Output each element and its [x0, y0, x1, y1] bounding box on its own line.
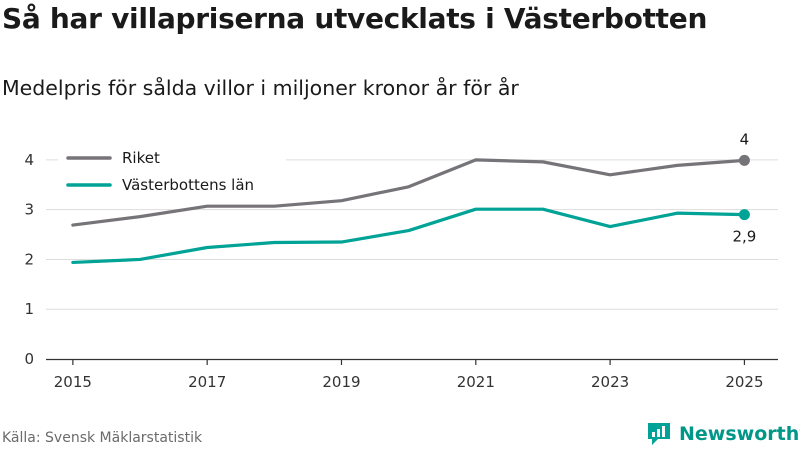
x-tick-label: 2017 [188, 373, 226, 391]
legend-background [58, 144, 286, 198]
x-tick-label: 2021 [457, 373, 495, 391]
y-tick-label: 1 [24, 300, 34, 318]
chart-title: Så har villapriserna utvecklats i Väster… [2, 2, 708, 35]
logo-text: Newsworthy [679, 423, 800, 445]
x-tick-label: 2023 [591, 373, 629, 391]
x-tick-label: 2025 [725, 373, 763, 391]
series-line-lan [71, 207, 747, 265]
end-value-label: 4 [740, 130, 750, 148]
end-value-label: 2,9 [732, 228, 756, 246]
source-note: Källa: Svensk Mäklarstatistik [2, 430, 203, 446]
newsworthy-logo: Newsworthy [645, 420, 800, 448]
x-axis: 2015 2017 2019 2021 2023 2025 [46, 358, 778, 391]
y-tick-label: 3 [24, 201, 34, 219]
legend-label: Västerbottens län [122, 176, 254, 194]
y-tick-label: 4 [24, 151, 34, 169]
end-marker [738, 209, 750, 221]
newsworthy-logo-icon [648, 423, 670, 445]
series-lines [71, 154, 750, 265]
chart-subtitle: Medelpris för sålda villor i miljoner kr… [2, 76, 519, 100]
x-tick-label: 2015 [54, 373, 92, 391]
y-tick-label: 2 [24, 250, 34, 268]
end-marker [738, 154, 750, 166]
y-tick-label: 0 [24, 350, 34, 368]
legend: Riket Västerbottens län [58, 144, 286, 198]
y-axis-ticks: 0 1 2 3 4 [24, 151, 34, 368]
legend-label: Riket [122, 149, 160, 167]
data-labels: 42,9 [732, 130, 756, 245]
x-tick-label: 2019 [322, 373, 360, 391]
